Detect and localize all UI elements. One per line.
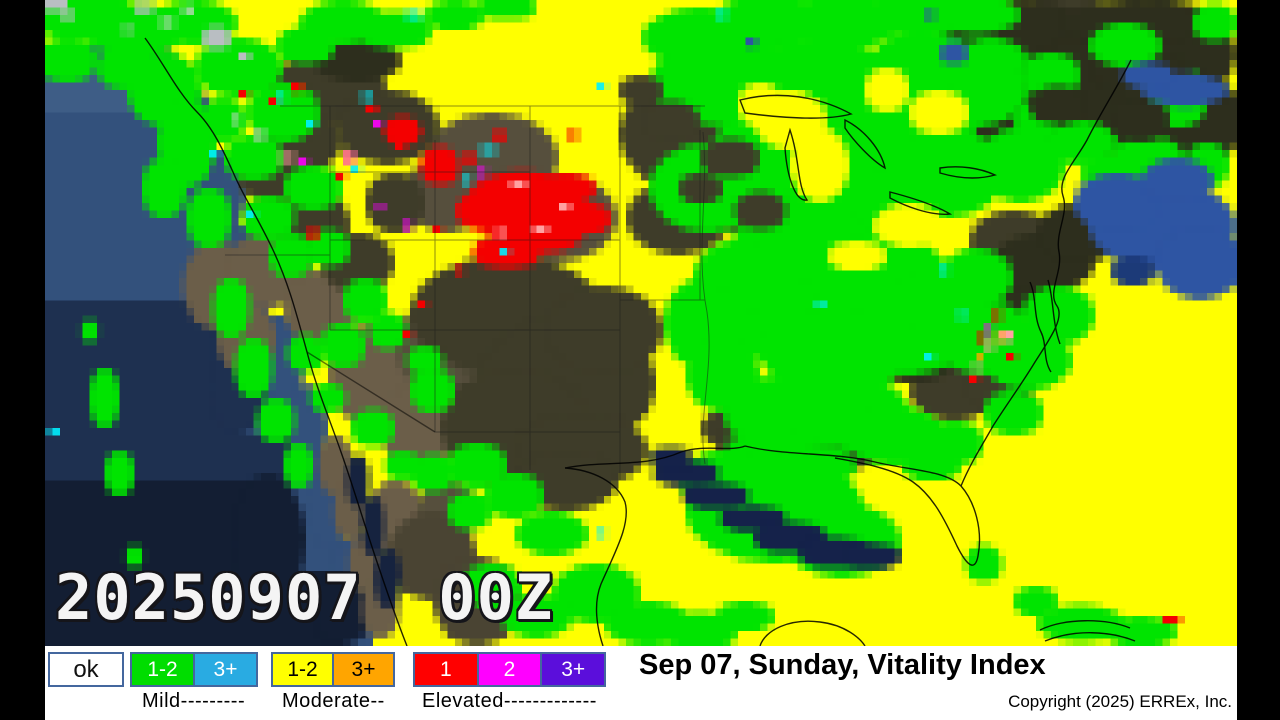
pacific-coastline bbox=[144, 37, 408, 646]
legend-cell-mild-1-2: 1-2 bbox=[132, 654, 193, 685]
louisiana-coastline bbox=[564, 445, 746, 469]
legend-cell-elevated-3+: 3+ bbox=[540, 654, 605, 685]
legend-group-moderate: 1-2 3+ bbox=[271, 652, 395, 687]
cuba-coastline bbox=[1039, 620, 1136, 642]
legend-ok-box: ok bbox=[48, 652, 124, 687]
legend-label-elevated: Elevated------------- bbox=[422, 690, 597, 712]
legend-ok-label: ok bbox=[73, 655, 99, 683]
coastlines bbox=[144, 37, 1136, 646]
lake-superior-outline bbox=[739, 94, 853, 119]
vitality-index-map: 20250907 00Z bbox=[45, 0, 1237, 646]
florida-coastline bbox=[744, 445, 981, 566]
legend-cell-elevated-1: 1 bbox=[415, 654, 477, 685]
legend-group-mild: 1-2 3+ bbox=[130, 652, 258, 687]
legend-bar: ok 1-2 3+ 1-2 3+ 1 2 3+ Mild--------- Modera… bbox=[45, 646, 1237, 720]
east-coastline bbox=[960, 59, 1132, 487]
legend-cell-moderate-3+: 3+ bbox=[332, 654, 393, 685]
map-timestamp: 20250907 00Z bbox=[55, 561, 554, 634]
us-mexico-border bbox=[306, 351, 436, 433]
lake-michigan-outline bbox=[784, 127, 809, 201]
legend-group-elevated: 1 2 3+ bbox=[413, 652, 606, 687]
lake-ontario-outline bbox=[939, 166, 998, 179]
map-borders-overlay bbox=[144, 37, 1136, 646]
legend-cell-elevated-2: 2 bbox=[476, 654, 541, 685]
copyright-text: Copyright (2025) ERREx, Inc. bbox=[1008, 692, 1232, 711]
lake-erie-outline bbox=[889, 191, 953, 215]
page-title: Sep 07, Sunday, Vitality Index bbox=[639, 649, 1046, 681]
yucatan-coastline bbox=[759, 620, 866, 646]
chesapeake-bay-outline bbox=[1029, 279, 1061, 373]
legend-cell-moderate-1-2: 1-2 bbox=[273, 654, 332, 685]
state-borders bbox=[225, 105, 710, 480]
lake-huron-outline bbox=[844, 118, 887, 170]
texas-mexico-coastline bbox=[564, 467, 627, 646]
map-content: 20250907 00Z ok 1-2 3+ 1-2 3+ 1 2 3+ Mild---… bbox=[45, 0, 1237, 720]
legend-label-mild: Mild--------- bbox=[142, 690, 246, 712]
legend-cell-mild-3+: 3+ bbox=[193, 654, 256, 685]
legend-label-moderate: Moderate-- bbox=[282, 690, 385, 712]
